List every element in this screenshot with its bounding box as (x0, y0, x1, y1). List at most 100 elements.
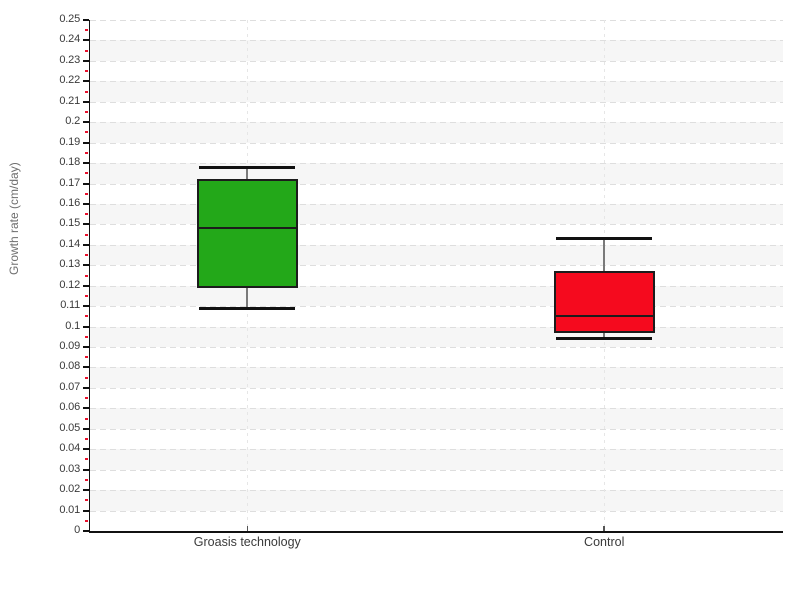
x-axis-line (88, 531, 783, 533)
y-tick-label: 0.21 (59, 94, 80, 107)
y-minor-tick (85, 29, 88, 32)
y-tick-label: 0.02 (59, 483, 80, 496)
y-major-tick (83, 346, 89, 349)
x-category-label: Control (584, 535, 625, 549)
y-minor-tick (85, 417, 88, 420)
gridline-h (90, 367, 783, 369)
gridline-h (90, 285, 783, 287)
y-major-tick (83, 325, 89, 328)
median-line (198, 227, 296, 230)
grid-band (90, 163, 783, 184)
y-major-tick (83, 407, 89, 410)
y-tick-label: 0.03 (59, 462, 80, 475)
y-major-tick (83, 243, 89, 246)
y-major-tick (83, 223, 89, 226)
grid-band (90, 449, 783, 470)
gridline-h (90, 326, 783, 328)
grid-band (90, 122, 783, 143)
y-minor-tick (85, 254, 88, 257)
y-major-tick (83, 489, 89, 492)
gridline-h (90, 142, 783, 144)
y-tick-label: 0.17 (59, 176, 80, 189)
gridline-h (90, 306, 783, 308)
gridline-h (90, 265, 783, 267)
gridline-h (90, 490, 783, 492)
y-major-tick (83, 284, 89, 287)
y-major-tick (83, 366, 89, 369)
y-major-tick (83, 19, 89, 21)
box-rect-control (553, 271, 655, 333)
box-rect-groasis (196, 179, 298, 288)
y-major-tick (83, 162, 89, 165)
y-major-tick (83, 121, 89, 124)
gridline-h (90, 40, 783, 42)
y-minor-tick (85, 438, 88, 441)
y-tick-label: 0.11 (60, 299, 80, 312)
y-minor-tick (85, 192, 88, 195)
y-minor-tick (85, 274, 88, 277)
gridline-h (90, 183, 783, 185)
y-tick-label: 0.23 (59, 53, 80, 66)
y-tick-label: 0.07 (59, 380, 80, 393)
y-tick-label: 0.06 (59, 401, 80, 414)
y-minor-tick (85, 49, 88, 52)
grid-band (90, 285, 783, 307)
gridline-h (90, 347, 783, 349)
gridline-h (90, 122, 783, 124)
y-tick-label: 0.09 (59, 340, 80, 353)
y-tick-label: 0.24 (59, 33, 80, 46)
whisker-line (246, 287, 249, 309)
y-minor-tick (85, 294, 88, 297)
whisker-line (603, 238, 606, 272)
gridline-h (90, 20, 783, 21)
y-major-tick (83, 509, 89, 512)
gridline-h (90, 60, 783, 62)
y-minor-tick (85, 335, 88, 338)
y-major-tick (83, 182, 89, 185)
x-category-label: Groasis technology (193, 535, 301, 549)
y-minor-tick (85, 110, 88, 113)
whisker-cap-top (556, 237, 653, 241)
y-tick-label: 0.25 (59, 13, 80, 25)
y-minor-tick (85, 499, 88, 502)
y-major-tick (83, 305, 89, 308)
y-minor-tick (85, 233, 88, 236)
gridline-h (90, 244, 783, 246)
y-major-tick (83, 530, 89, 532)
y-major-tick (83, 386, 89, 389)
gridline-h (90, 387, 783, 389)
grid-band (90, 367, 783, 388)
gridline-h (90, 101, 783, 103)
whisker-cap-top (199, 165, 296, 169)
y-minor-tick (85, 131, 88, 134)
y-tick-label: 0 (74, 524, 80, 536)
y-tick-label: 0.01 (59, 503, 80, 516)
grid-band (90, 244, 783, 266)
y-tick-label: 0.1 (65, 319, 80, 332)
gridline-h (90, 469, 783, 471)
y-minor-tick (85, 376, 88, 379)
y-tick-label: 0.16 (59, 196, 80, 209)
y-tick-label: 0.04 (59, 442, 80, 455)
y-tick-label: 0.05 (59, 421, 80, 434)
y-minor-tick (85, 213, 88, 216)
gridline-h (90, 449, 783, 451)
y-major-tick (83, 427, 89, 430)
gridline-h (90, 203, 783, 205)
y-minor-tick (85, 172, 88, 175)
gridline-h (90, 163, 783, 165)
y-tick-label: 0.22 (59, 74, 80, 87)
y-minor-tick (85, 519, 88, 522)
y-minor-tick (85, 70, 88, 73)
whisker-line (603, 332, 606, 339)
y-major-tick (83, 80, 89, 83)
grid-band (90, 40, 783, 61)
y-tick-label: 0.15 (59, 217, 80, 230)
grid-band (90, 408, 783, 429)
grid-band (90, 490, 783, 511)
y-tick-label: 0.19 (59, 135, 80, 148)
y-minor-tick (85, 151, 88, 154)
y-major-tick (83, 141, 89, 144)
grid-band (90, 326, 783, 348)
y-minor-tick (85, 315, 88, 318)
